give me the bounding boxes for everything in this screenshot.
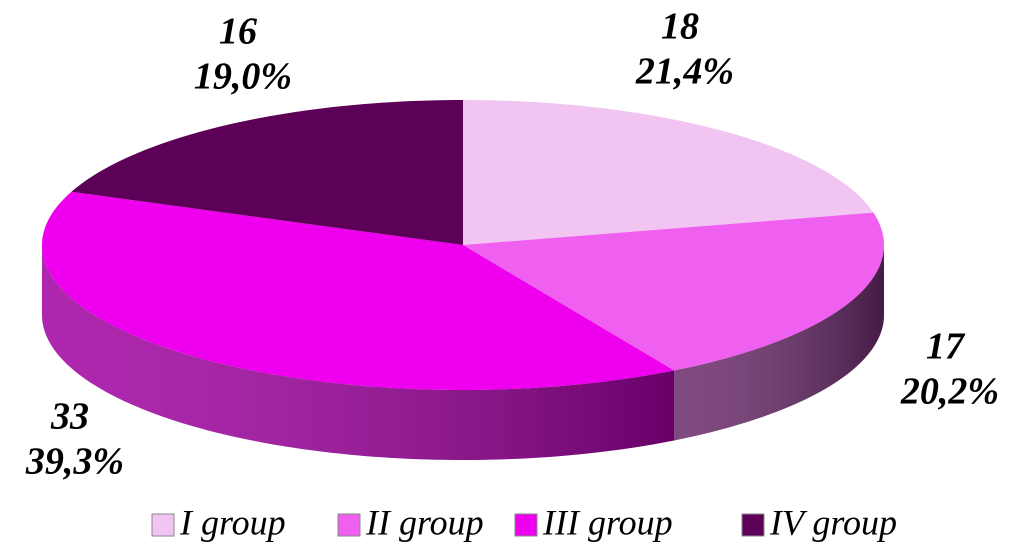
legend-swatch xyxy=(741,513,765,537)
count-label: 33 xyxy=(50,396,89,438)
legend-label: I group xyxy=(179,502,286,542)
slice xyxy=(463,100,874,245)
legend-swatch xyxy=(514,513,538,537)
side-shade xyxy=(674,245,884,441)
percent-label: 20,2% xyxy=(900,371,999,413)
legend-swatch xyxy=(337,513,361,537)
percent-label: 19,0% xyxy=(194,56,292,98)
percent-label: 39,3% xyxy=(25,441,124,483)
legend-label: III group xyxy=(542,502,673,542)
percent-label: 21,4% xyxy=(635,51,734,93)
count-label: 16 xyxy=(219,11,257,53)
side-shade xyxy=(42,245,675,460)
slice xyxy=(71,100,463,245)
count-label: 18 xyxy=(661,6,699,48)
legend-label: IV group xyxy=(769,502,897,542)
slice xyxy=(42,191,675,390)
slice xyxy=(463,212,884,371)
legend-swatch xyxy=(151,513,175,537)
legend-label: II group xyxy=(365,502,484,542)
count-label: 17 xyxy=(926,326,966,368)
